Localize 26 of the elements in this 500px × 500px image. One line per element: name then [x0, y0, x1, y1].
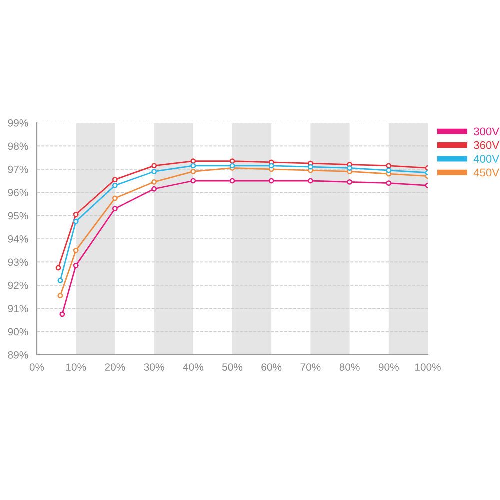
- x-tick-label: 20%: [105, 364, 126, 371]
- y-tick-label: 96%: [8, 189, 28, 196]
- legend-label: 400V: [474, 155, 500, 163]
- x-tick-label: 60%: [262, 364, 282, 371]
- x-tick-label: 50%: [222, 364, 243, 371]
- y-tick-label: 97%: [8, 166, 28, 174]
- legend-label: 450V: [474, 168, 500, 177]
- y-tick-label: 94%: [8, 236, 28, 243]
- x-tick-label: 90%: [378, 364, 399, 371]
- y-tick-label: 89%: [8, 352, 28, 359]
- x-tick-label: 80%: [340, 364, 360, 371]
- x-tick-label: 30%: [144, 364, 164, 371]
- x-tick-label: 10%: [66, 364, 86, 371]
- y-tick-label: 99%: [8, 120, 28, 127]
- y-tick-label: 98%: [8, 142, 28, 150]
- y-tick-label: 90%: [8, 328, 28, 336]
- x-tick-label: 70%: [300, 364, 321, 371]
- legend-label: 360V: [474, 141, 500, 150]
- y-tick-label: 91%: [8, 305, 28, 312]
- legend-label: 300V: [474, 128, 500, 136]
- x-tick-label: 100%: [415, 364, 441, 371]
- x-tick-label: 0%: [30, 364, 44, 371]
- x-tick-label: 40%: [183, 364, 204, 371]
- y-tick-label: 92%: [8, 282, 28, 290]
- y-tick-label: 95%: [8, 212, 28, 220]
- y-tick-label: 93%: [8, 258, 28, 266]
